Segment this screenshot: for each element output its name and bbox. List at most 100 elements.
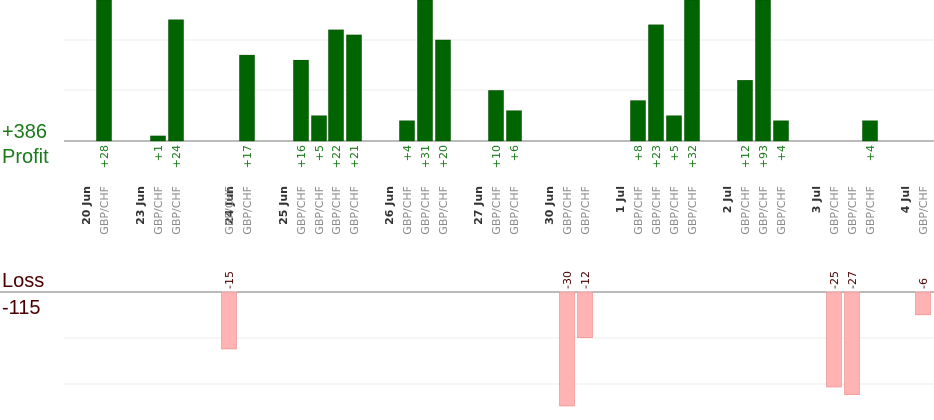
pair-label: GBP/CHF	[917, 186, 930, 235]
loss-bar	[559, 291, 575, 407]
date-label: 24 Jun	[223, 186, 236, 225]
pair-label: GBP/CHF	[437, 186, 450, 235]
pair-label: GBP/CHF	[579, 186, 592, 235]
category-labels: GBP/CHF 20 Jun GBP/CHF 23 Jun GBP/CHF GBP/CHF…	[80, 186, 930, 235]
loss-value-label: -25	[828, 271, 841, 289]
profit-bar	[755, 0, 771, 142]
pair-label: GBP/CHF	[241, 186, 254, 235]
profit-bar	[862, 120, 878, 142]
profit-value-label: +16	[295, 145, 308, 168]
date-label: 26 Jun	[383, 186, 396, 225]
date-label: 23 Jun	[134, 186, 147, 225]
profit-bar	[328, 29, 344, 142]
pair-label: GBP/CHF	[650, 186, 663, 235]
profit-value-label: +93	[757, 145, 770, 168]
pair-label: GBP/CHF	[295, 186, 308, 235]
profit-bar	[684, 0, 700, 142]
loss-value-label: -12	[579, 271, 592, 289]
loss-label: Loss	[2, 270, 44, 292]
pair-label: GBP/CHF	[686, 186, 699, 235]
loss-bar	[826, 291, 842, 388]
profit-value-label: +4	[775, 145, 788, 161]
bars	[96, 0, 931, 407]
profit-bar	[311, 115, 327, 142]
profit-value-label: +31	[419, 145, 432, 168]
pair-label: GBP/CHF	[401, 186, 414, 235]
pair-label: GBP/CHF	[864, 186, 877, 235]
profit-value-label: +21	[348, 145, 361, 168]
profit-value-label: +20	[437, 145, 450, 168]
profit-bar	[150, 135, 166, 142]
profit-value-label: +12	[739, 145, 752, 168]
profit-bar	[96, 0, 112, 142]
profit-value-label: +28	[98, 145, 111, 168]
profit-value-label: +17	[241, 145, 254, 168]
profit-bar	[399, 120, 415, 142]
profit-value-label: +1	[152, 145, 165, 161]
pair-label: GBP/CHF	[348, 186, 361, 235]
value-labels: +28 +1 +24 +17 -15 +16 +5 +22 +21 +4 +31 +20 +10 +6 -3…	[98, 145, 930, 289]
loss-value-label: -27	[846, 271, 859, 289]
date-label: 30 Jun	[543, 186, 556, 225]
date-label: 2 Jul	[721, 186, 734, 213]
pair-label: GBP/CHF	[330, 186, 343, 235]
profit-total: +386	[2, 121, 47, 143]
profit-value-label: +5	[668, 145, 681, 161]
loss-bar	[844, 291, 860, 395]
profit-value-label: +4	[401, 145, 414, 161]
profit-value-label: +6	[508, 145, 521, 161]
profit-bar	[293, 59, 309, 142]
profit-bar	[630, 100, 646, 142]
loss-total: -115	[2, 297, 41, 319]
profit-value-label: +10	[490, 145, 503, 168]
pair-label: GBP/CHF	[313, 186, 326, 235]
profit-value-label: +24	[170, 145, 183, 168]
loss-value-label: -15	[223, 271, 236, 289]
pair-label: GBP/CHF	[561, 186, 574, 235]
pair-label: GBP/CHF	[775, 186, 788, 235]
profit-bar	[737, 80, 753, 142]
profit-bar	[168, 19, 184, 142]
pair-label: GBP/CHF	[419, 186, 432, 235]
loss-bar	[915, 291, 931, 316]
profit-bar	[488, 90, 504, 142]
profit-value-label: +5	[313, 145, 326, 161]
pair-label: GBP/CHF	[490, 186, 503, 235]
loss-value-label: -30	[561, 271, 574, 289]
profit-bar	[239, 54, 255, 142]
profit-bar	[346, 34, 362, 142]
pair-label: GBP/CHF	[757, 186, 770, 235]
loss-bar	[577, 291, 593, 338]
date-label: 1 Jul	[614, 186, 627, 213]
profit-label: Profit	[2, 146, 49, 168]
profit-value-label: +22	[330, 145, 343, 168]
loss-value-label: -6	[917, 278, 930, 289]
date-label: 20 Jun	[80, 186, 93, 225]
profit-bar	[773, 120, 789, 142]
pair-label: GBP/CHF	[828, 186, 841, 235]
date-label: 3 Jul	[810, 186, 823, 213]
profit-bar	[648, 24, 664, 142]
profit-value-label: +23	[650, 145, 663, 168]
pair-label: GBP/CHF	[223, 186, 236, 235]
pair-label: GBP/CHF	[98, 186, 111, 235]
profit-value-label: +4	[864, 145, 877, 161]
pair-label: GBP/CHF	[668, 186, 681, 235]
pair-label: GBP/CHF	[632, 186, 645, 235]
pair-label: GBP/CHF	[170, 186, 183, 235]
grid-lines	[64, 39, 934, 385]
date-label: 27 Jun	[472, 186, 485, 225]
date-label: 25 Jun	[277, 186, 290, 225]
profit-bar	[666, 115, 682, 142]
profit-value-label: +32	[686, 145, 699, 168]
pair-label: GBP/CHF	[152, 186, 165, 235]
profit-bar	[435, 39, 451, 142]
pair-label: GBP/CHF	[508, 186, 521, 235]
profit-bar	[506, 110, 522, 142]
pair-label: GBP/CHF	[846, 186, 859, 235]
profit-value-label: +8	[632, 145, 645, 161]
profit-bar	[417, 0, 433, 142]
loss-bar	[221, 291, 237, 350]
pair-label: GBP/CHF	[739, 186, 752, 235]
